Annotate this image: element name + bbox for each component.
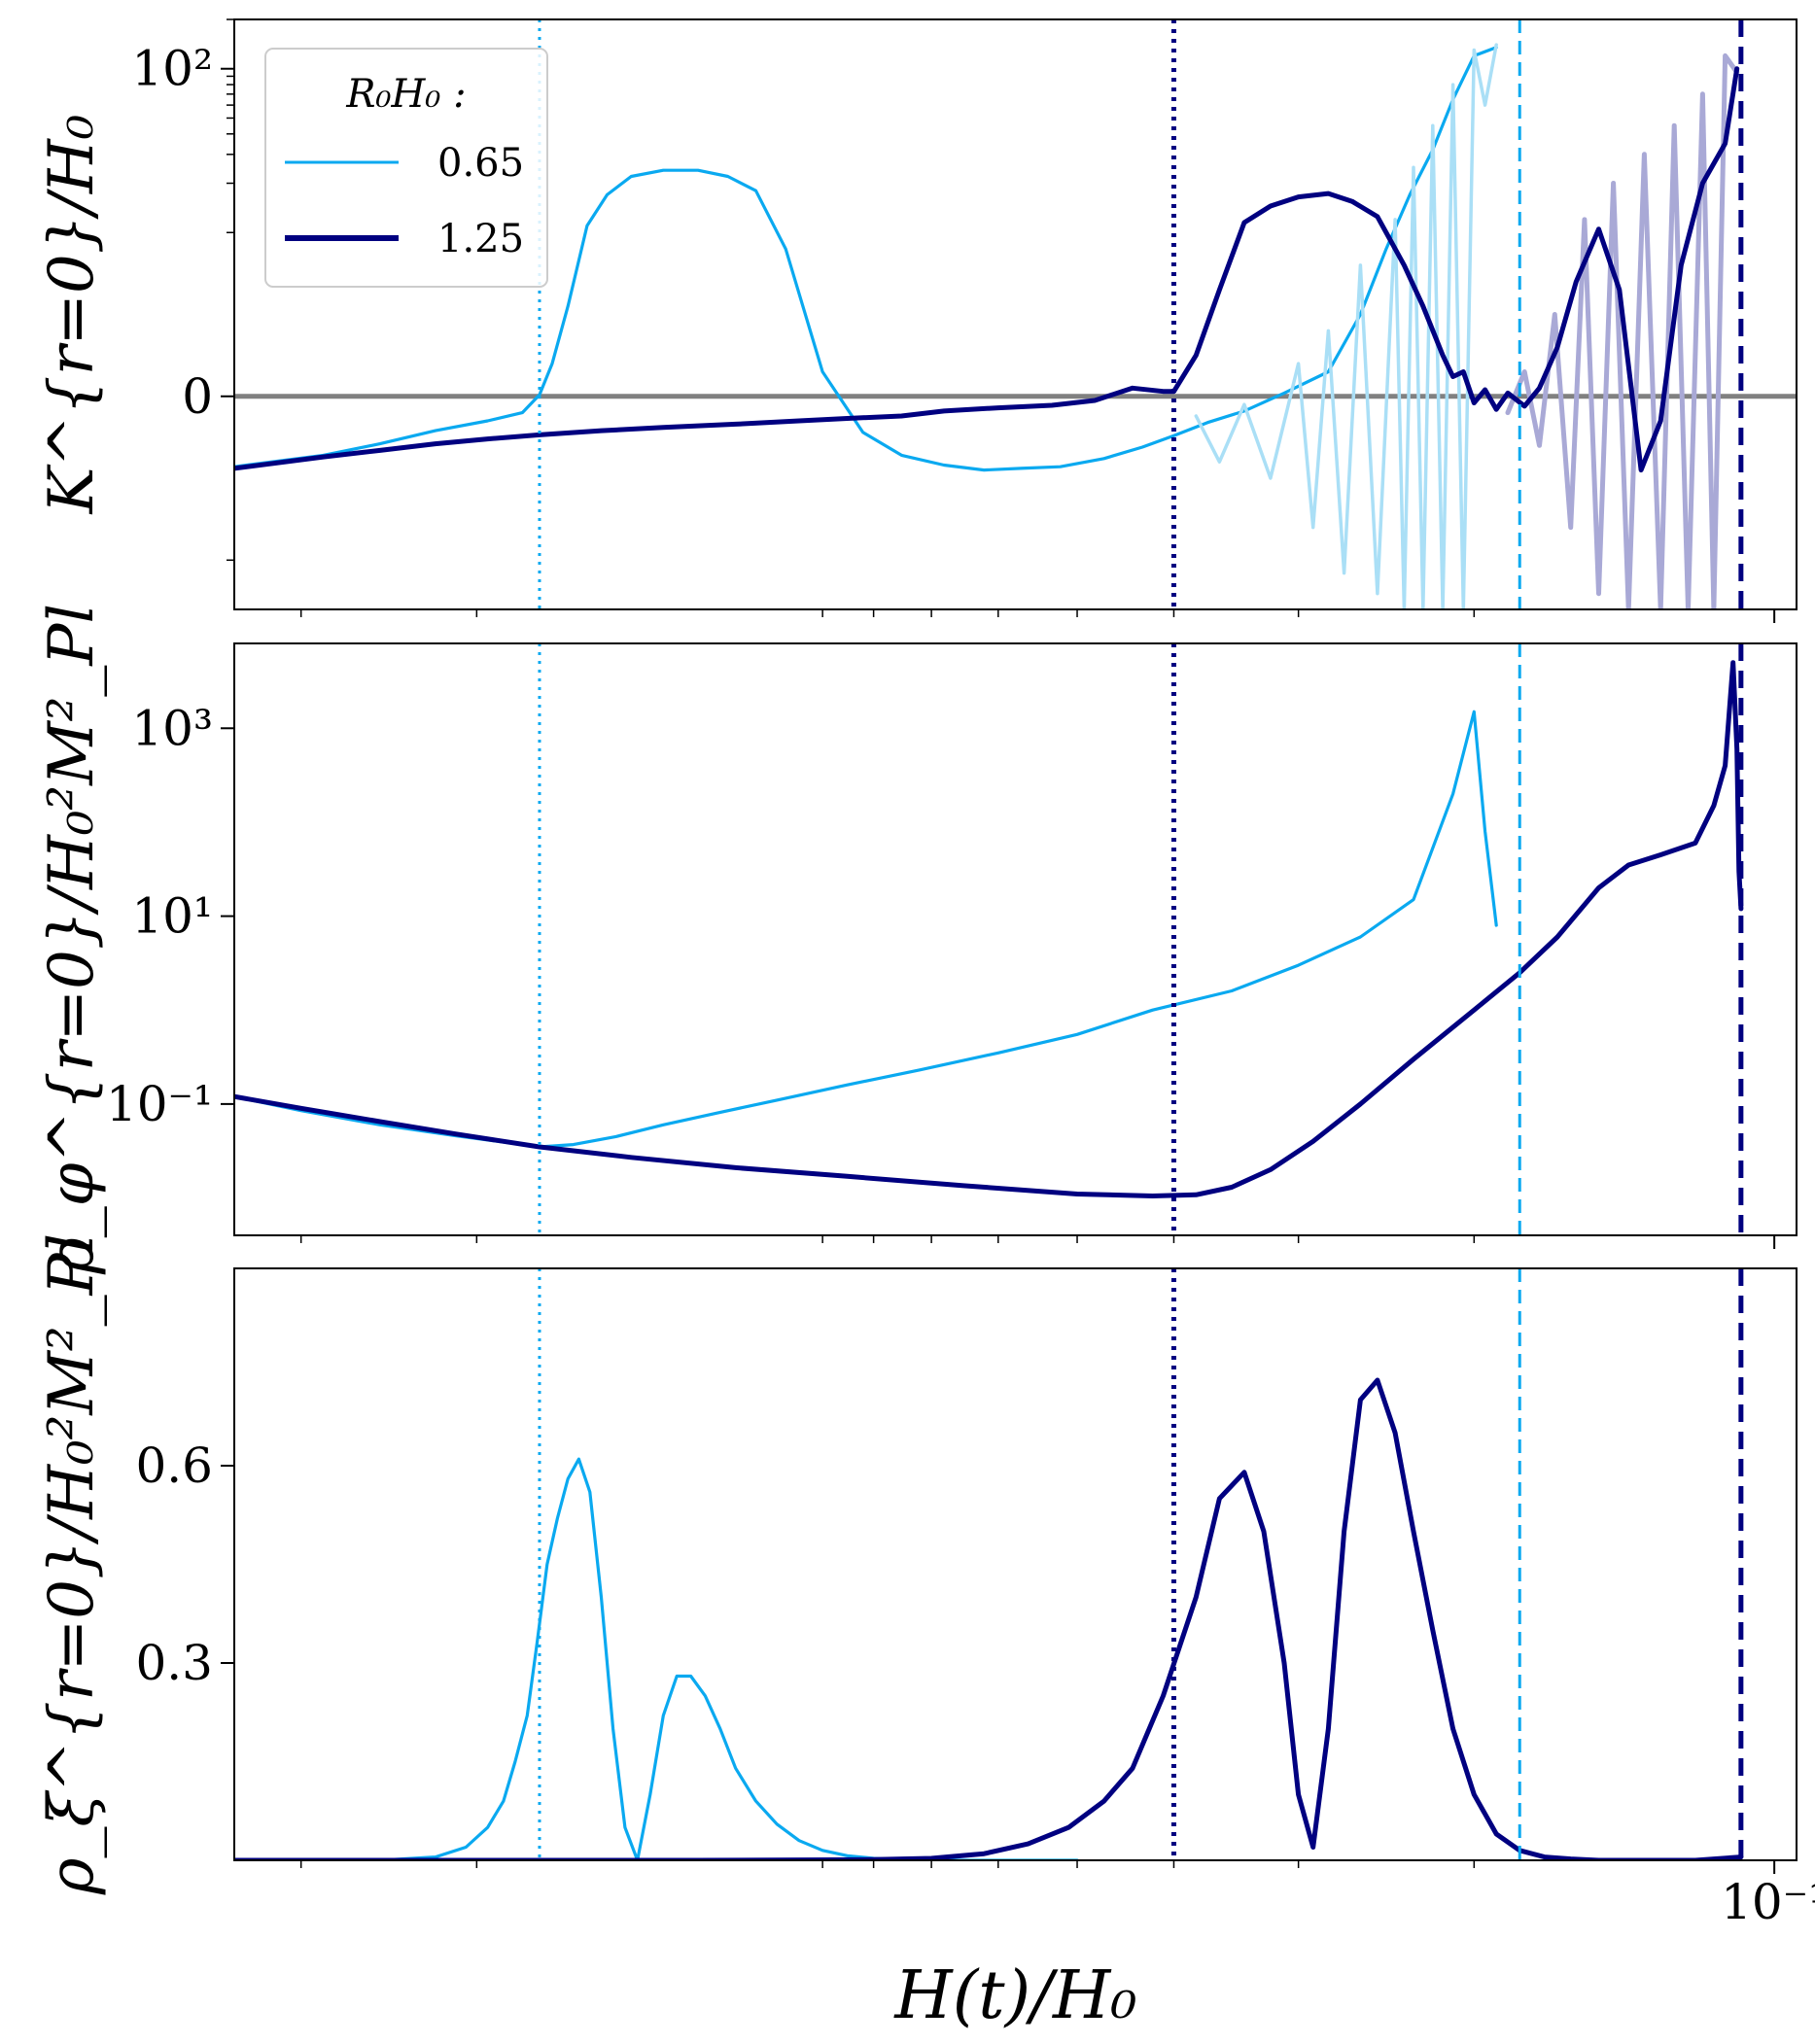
panel-k-plot-area xyxy=(234,19,1797,609)
panel-rho_xi-ytick-label-0: 0.3 xyxy=(135,1635,213,1691)
panel-K-series-1 xyxy=(1194,43,1498,609)
panel-rho-xi: 0.3 0.6 10⁻¹ ρ_ξ^{r=0}/H₀²M²_Pl xyxy=(36,1233,1815,1930)
x-tick-label-0: 10⁻¹ xyxy=(1721,1874,1815,1930)
panel-K-ytick-label-0: 0 xyxy=(182,368,213,425)
legend-title: R₀H₀ : xyxy=(345,72,466,117)
panel-rho-phi: 10⁻¹ 10¹ 10³ ρ_φ^{r=0}/H₀²M²_Pl xyxy=(36,604,1798,1275)
panel-rho_xi-series-1 xyxy=(234,1377,1744,1860)
panel-K-series-2 xyxy=(1505,52,1740,609)
panel-rho-phi-ylabel: ρ_φ^{r=0}/H₀²M²_Pl xyxy=(36,604,108,1275)
panel-k-ylabel: K^{r=0}/H₀ xyxy=(36,115,108,515)
panel-K-series-0 xyxy=(234,46,1498,472)
panel-rho-phi-ticks: 10⁻¹ 10¹ 10³ xyxy=(106,700,1776,1249)
panel-rho_phi-series-1 xyxy=(234,660,1744,1198)
panel-K-ytick-label-1: 10² xyxy=(131,41,213,97)
panel-rho-xi-ylabel: ρ_ξ^{r=0}/H₀²M²_Pl xyxy=(36,1233,108,1895)
panel-rho-phi-frame xyxy=(233,642,1798,1236)
panel-rho_phi-ytick-label-2: 10³ xyxy=(131,700,213,756)
x-axis-label: H(t)/H₀ xyxy=(892,1957,1136,2034)
panel-rho-xi-plot-area xyxy=(234,1268,1744,1860)
panel-rho_xi-ytick-label-1: 0.6 xyxy=(135,1438,213,1494)
panel-k-frame xyxy=(233,18,1798,610)
panel-k: 0 10² K^{r=0}/H₀ xyxy=(36,18,1798,623)
panel-K-series-3 xyxy=(234,66,1740,473)
legend: R₀H₀ : 0.65 1.25 xyxy=(264,48,548,288)
panel-rho_phi-ytick-label-1: 10¹ xyxy=(131,888,213,945)
legend-label-1-25: 1.25 xyxy=(437,217,524,261)
panel-rho-xi-ticks: 0.3 0.6 10⁻¹ xyxy=(135,1438,1815,1930)
panel-rho_phi-ytick-label-0: 10⁻¹ xyxy=(106,1076,213,1132)
legend-label-0-65: 0.65 xyxy=(437,141,524,186)
panel-rho-xi-frame xyxy=(233,1267,1798,1861)
legend-box xyxy=(264,48,548,288)
panel-k-ticks: 0 10² xyxy=(131,18,1776,623)
panel-rho-phi-plot-area xyxy=(234,643,1744,1235)
